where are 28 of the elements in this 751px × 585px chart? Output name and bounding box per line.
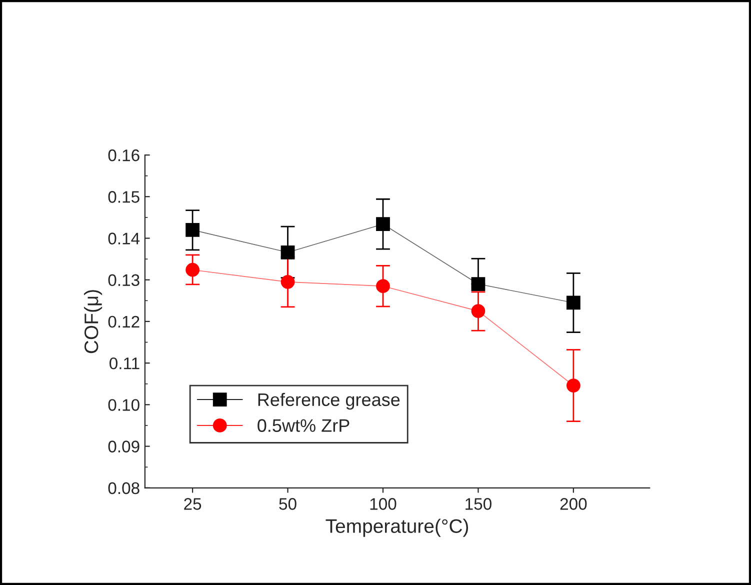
y-tick-label: 0.12: [108, 316, 140, 328]
point: [376, 217, 390, 232]
legend-label: 0.5wt% ZrP: [258, 419, 350, 432]
point: [376, 279, 390, 294]
x-tick-label: 150: [466, 498, 492, 510]
x-tick-label: 200: [560, 498, 587, 510]
point: [186, 222, 200, 237]
y-tick-label: 0.10: [108, 399, 140, 411]
point: [566, 378, 580, 392]
x-tick-label: 25: [184, 498, 202, 510]
y-axis-title: COF(μ): [84, 290, 102, 354]
x-tick-label: 50: [279, 498, 296, 510]
point: [471, 277, 486, 291]
x-axis-title: Temperature(°C): [326, 518, 468, 537]
point: [566, 296, 580, 310]
y-tick-label: 0.11: [110, 357, 140, 370]
y-tick-label: 0.15: [108, 191, 140, 203]
y-tick-label: 0.09: [108, 440, 140, 452]
y-tick-label: 0.16: [108, 149, 140, 162]
point: [280, 245, 295, 260]
x-tick-label: 100: [370, 498, 396, 510]
legend-label: Reference grease: [258, 392, 400, 410]
y-tick-label: 0.14: [108, 232, 140, 244]
point: [186, 262, 200, 277]
y-tick-label: 0.13: [108, 274, 140, 286]
y-tick-label: 0.08: [108, 482, 140, 494]
point: [280, 274, 295, 289]
point: [471, 304, 486, 318]
